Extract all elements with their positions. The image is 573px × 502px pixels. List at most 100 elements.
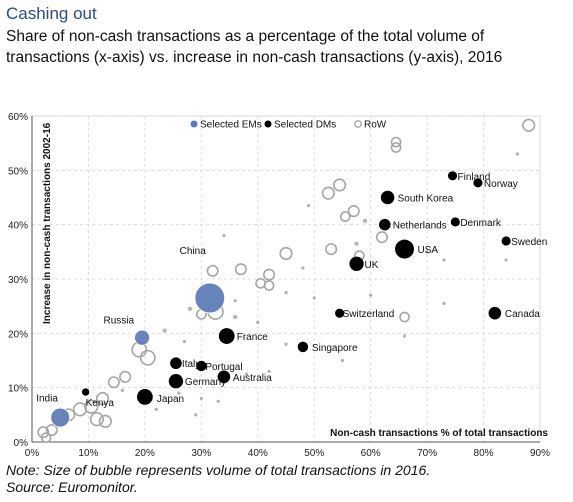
point-label: Japan <box>157 394 184 405</box>
y-tick-label: 30% <box>8 275 28 286</box>
legend-marker-dm <box>264 120 272 128</box>
point-label: India <box>36 394 58 405</box>
point-label: Switzerland <box>343 309 395 320</box>
dm-bubble <box>136 389 153 405</box>
y-tick-label: 10% <box>8 384 28 395</box>
point-label: Canada <box>505 309 540 320</box>
row-bubble <box>139 349 156 366</box>
row-bubble <box>339 211 351 222</box>
x-tick-label: 60% <box>361 448 381 459</box>
row-dot <box>162 328 167 333</box>
dm-bubble <box>447 171 458 181</box>
row-bubble <box>279 246 293 261</box>
x-tick-label: 40% <box>248 448 268 459</box>
axes: 0% 10% 20% 30% 40% 50% 60% 0% 10% 20% 30% 40% 50% 60%… <box>8 112 550 459</box>
y-tick-label: 50% <box>8 166 28 177</box>
row-bubble <box>399 311 410 323</box>
row-dot <box>362 218 368 223</box>
point-label: Italy <box>182 359 200 370</box>
dm-bubble <box>196 360 207 372</box>
point-label: Singapore <box>312 343 358 354</box>
grid-lines <box>31 115 541 443</box>
row-dot <box>120 388 124 393</box>
legend: Selected EMs Selected DMs RoW <box>190 120 387 131</box>
dm-bubble <box>297 341 309 353</box>
chart-title: Cashing out <box>6 4 97 23</box>
legend-marker-row <box>354 120 362 128</box>
point-label: Australia <box>233 373 272 384</box>
x-axis-label: Non-cash transactions % of total transac… <box>330 428 548 439</box>
point-label: China <box>180 246 207 257</box>
point-label: Denmark <box>460 218 502 229</box>
row-dot <box>402 334 407 338</box>
row-bubble <box>263 280 275 291</box>
row-dot <box>256 320 260 325</box>
y-tick-label: 0% <box>14 438 29 449</box>
legend-label: Selected EMs <box>200 120 262 131</box>
legend-marker-em <box>190 120 198 128</box>
em-bubble <box>194 282 226 314</box>
row-bubble <box>98 414 112 428</box>
row-dot <box>194 413 198 417</box>
legend-label: Selected DMs <box>274 120 336 131</box>
row-dot <box>233 314 238 320</box>
row-bubble <box>522 118 536 132</box>
row-bubble <box>321 186 335 200</box>
row-bubble <box>119 370 132 383</box>
point-label: Norway <box>484 179 518 190</box>
source-text: Source: Euromonitor. <box>6 479 138 495</box>
row-bubble <box>95 391 110 406</box>
footnote: Note: Size of bubble represents volume o… <box>6 462 430 496</box>
point-label: Finland <box>458 172 491 183</box>
x-tick-label: 10% <box>78 448 98 459</box>
x-tick-label: 90% <box>530 448 550 459</box>
dm-bubble <box>217 370 231 384</box>
row-bubble <box>206 264 219 277</box>
x-tick-label: 70% <box>417 448 437 459</box>
bubbles <box>37 118 536 444</box>
point-label: UK <box>365 260 379 271</box>
dm-bubble <box>395 239 414 259</box>
dm-bubble <box>170 357 182 370</box>
row-dot <box>354 241 359 246</box>
row-dot <box>199 396 203 401</box>
dm-bubble <box>380 190 395 205</box>
x-tick-label: 0% <box>25 448 40 459</box>
dm-bubble <box>473 178 483 188</box>
row-bubble <box>234 263 247 276</box>
row-dot <box>244 372 249 376</box>
row-dot <box>187 306 193 311</box>
dm-bubble <box>378 218 391 231</box>
em-bubble <box>50 407 71 428</box>
dm-bubble <box>168 373 184 389</box>
row-dot <box>340 358 345 363</box>
dm-bubble <box>81 388 90 396</box>
row-bubble <box>40 432 52 444</box>
dm-bubble <box>501 236 511 246</box>
row-bubble <box>375 231 388 244</box>
row-dot <box>182 339 187 344</box>
row-bubble <box>325 243 338 256</box>
legend-label: RoW <box>364 120 387 131</box>
point-label: Portugal <box>205 362 242 373</box>
row-bubble <box>89 412 105 427</box>
point-label: Germany <box>185 377 226 388</box>
x-tick-label: 50% <box>304 448 324 459</box>
row-dot <box>284 290 288 295</box>
row-dot <box>216 399 220 403</box>
dm-bubble <box>218 328 235 344</box>
row-bubble <box>333 178 347 192</box>
note-text: Note: Size of bubble represents volume o… <box>6 462 431 478</box>
dm-bubble <box>488 306 502 320</box>
row-dot <box>154 407 158 412</box>
row-bubble <box>390 136 402 148</box>
y-tick-label: 20% <box>8 329 28 340</box>
row-dot <box>312 296 316 300</box>
row-bubble <box>37 426 50 439</box>
row-dot <box>222 233 226 238</box>
row-dot <box>177 391 181 395</box>
point-label: France <box>237 332 269 343</box>
row-bubble <box>390 142 402 153</box>
